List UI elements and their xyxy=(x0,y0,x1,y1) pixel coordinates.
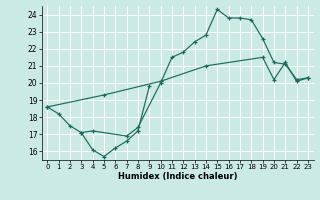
X-axis label: Humidex (Indice chaleur): Humidex (Indice chaleur) xyxy=(118,172,237,181)
